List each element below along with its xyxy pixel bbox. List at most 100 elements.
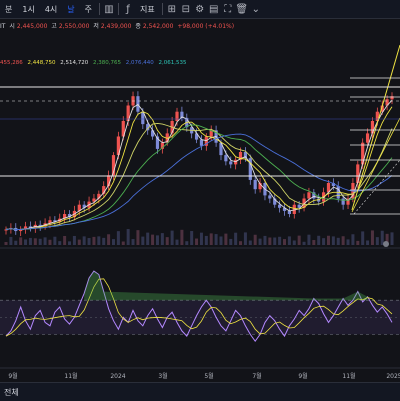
candle-body <box>219 142 223 156</box>
volume-bar <box>278 236 282 245</box>
volume-bar <box>195 238 199 245</box>
candle-body <box>175 111 179 121</box>
volume-bar <box>102 237 106 245</box>
interval-4h[interactable]: 4시 <box>44 4 58 14</box>
rsi-signal-line <box>5 278 393 337</box>
moving-average-lines <box>5 44 400 230</box>
ma-value: 2,448,750 <box>27 60 56 66</box>
volume-bar <box>190 231 194 245</box>
volume-bar <box>107 234 111 245</box>
volume-bar <box>224 233 228 245</box>
volume-bar <box>326 235 330 245</box>
volume-bar <box>111 239 115 245</box>
rsi-overbought-fill <box>84 271 368 301</box>
candle-body <box>248 158 252 180</box>
volume-bar <box>160 233 164 245</box>
volume-bar <box>385 233 389 245</box>
x-tick-label: 7월 <box>252 372 261 380</box>
volume-bar <box>219 236 223 245</box>
x-tick-label: 2024 <box>110 373 125 380</box>
candle-body <box>253 179 257 190</box>
range-all-button[interactable]: 전체 <box>4 388 19 397</box>
volume-bar <box>380 230 384 245</box>
fullscreen-icon[interactable]: ⛶ <box>224 3 232 15</box>
candle-body <box>356 164 360 183</box>
candle-body <box>53 220 57 222</box>
candle-body <box>141 111 145 125</box>
trend-line <box>351 44 400 211</box>
volume-bar <box>370 230 374 245</box>
candle-body <box>19 229 23 232</box>
volume-bar <box>24 239 28 245</box>
toolbar-divider <box>161 3 163 15</box>
bottom-bar: 전체 <box>0 382 400 401</box>
toolbar-divider <box>99 3 101 15</box>
candle-body <box>82 204 86 208</box>
volume-bar <box>302 241 306 245</box>
candle-body <box>282 207 287 211</box>
candle-body <box>346 198 350 205</box>
close-label: 종 <box>135 23 141 30</box>
volume-bar <box>141 236 145 245</box>
candle-body <box>380 105 384 112</box>
close-value: 2,542,000 <box>142 23 174 30</box>
volume-bar <box>331 236 335 245</box>
volume-bar <box>175 239 179 245</box>
candle-body <box>23 226 28 230</box>
candle-type-icon[interactable]: ▥ <box>104 3 114 15</box>
horizontal-levels <box>0 77 400 247</box>
ma-value: 455,286 <box>0 60 23 66</box>
volume-bar <box>351 234 355 245</box>
interval-day[interactable]: 날 <box>67 4 75 14</box>
trash-icon[interactable]: 🗑 <box>235 3 249 15</box>
interval-1h[interactable]: 1시 <box>22 4 35 14</box>
candle-body <box>194 133 199 140</box>
indicators-icon[interactable]: ƒ <box>126 3 130 15</box>
volume-bar <box>336 237 340 245</box>
interval-week[interactable]: 주 <box>84 4 93 14</box>
volume-bar <box>116 231 120 245</box>
candle-body <box>146 124 150 131</box>
candle-body <box>102 186 106 194</box>
candle-body <box>268 195 272 199</box>
volume-bar <box>38 238 42 245</box>
rsi-pane <box>0 270 400 343</box>
indicators-button[interactable]: 지표 <box>140 4 155 14</box>
candle-body <box>312 192 316 199</box>
current-marker <box>383 241 389 247</box>
settings-icon[interactable]: ⚙ <box>195 3 205 15</box>
volume-bar <box>68 241 72 245</box>
volume-bar <box>253 234 257 245</box>
candle-body <box>273 198 277 205</box>
volume-bar <box>307 234 311 245</box>
volume-bar <box>180 229 184 245</box>
candle-body <box>243 152 248 159</box>
candle-body <box>278 204 282 208</box>
volume-bar <box>283 239 287 245</box>
x-tick-label: 11월 <box>342 372 355 380</box>
chevron-down-icon[interactable]: ⌄ <box>251 3 260 15</box>
ma-value: 2,076,440 <box>125 60 154 66</box>
change-value: +98,000 (+4.01%) <box>177 23 235 30</box>
chart-type-icon[interactable]: ▤ <box>209 3 219 15</box>
candle-body <box>28 226 33 228</box>
candle-body <box>116 136 120 156</box>
layout-icon[interactable]: ⊟ <box>181 3 190 15</box>
interval-minute[interactable]: 분 <box>5 4 13 14</box>
candle-body <box>229 161 233 165</box>
volume-bar <box>361 231 365 245</box>
volume-bar <box>375 237 379 245</box>
volume-bar <box>87 238 91 245</box>
candle-body <box>341 198 345 205</box>
rsi-line <box>5 270 393 343</box>
volume-bar <box>28 237 32 245</box>
volume-bar <box>92 236 96 245</box>
volume-bar <box>317 235 321 245</box>
compare-icon[interactable]: ⊞ <box>167 3 176 15</box>
candle-body <box>390 96 394 100</box>
candle-body <box>160 142 164 149</box>
volume-bar <box>9 236 13 245</box>
candle-body <box>48 220 52 224</box>
candle-body <box>258 183 262 190</box>
